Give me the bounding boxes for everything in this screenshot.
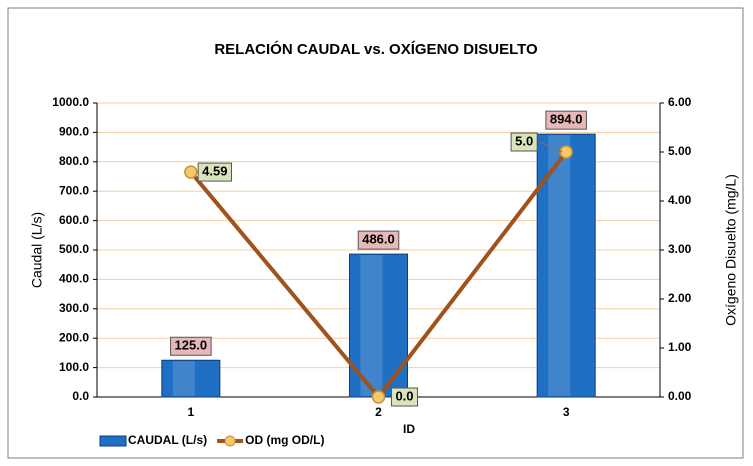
bar-shine bbox=[360, 255, 383, 396]
data-label-box bbox=[357, 230, 400, 250]
y-tick-label: 0.0 bbox=[72, 389, 89, 403]
data-label-box bbox=[170, 336, 212, 356]
y2-tick-label: 4.00 bbox=[668, 193, 692, 207]
y2-tick-label: 5.00 bbox=[668, 144, 692, 158]
y-tick-label: 900.0 bbox=[59, 125, 89, 139]
data-label: 894.0 bbox=[550, 112, 583, 127]
bar bbox=[161, 359, 221, 398]
y-tick-label: 1000.0 bbox=[52, 95, 89, 109]
y2-tick-label: 6.00 bbox=[668, 95, 692, 109]
x-tick-label: 3 bbox=[563, 405, 570, 419]
line-marker bbox=[559, 145, 573, 159]
legend-label: OD (mg OD/L) bbox=[245, 433, 324, 447]
leader-line bbox=[539, 141, 563, 153]
y2-tick-label: 0.00 bbox=[668, 389, 692, 403]
y2-tick-label: 3.00 bbox=[668, 242, 692, 256]
y-axis-title: Caudal (L/s) bbox=[29, 212, 45, 288]
y2-tick-label: 1.00 bbox=[668, 340, 692, 354]
x-axis-title: ID bbox=[403, 422, 415, 436]
y-tick-label: 300.0 bbox=[59, 301, 89, 315]
y-tick-label: 700.0 bbox=[59, 183, 89, 197]
y2-axis-title: Oxígeno Disuelto (mg/L) bbox=[723, 174, 739, 326]
legend-marker bbox=[224, 435, 236, 447]
line-marker bbox=[184, 165, 198, 179]
bar-shine bbox=[172, 361, 195, 396]
data-label-box bbox=[390, 387, 419, 407]
data-label: 5.0 bbox=[515, 133, 533, 148]
bar-shine bbox=[548, 135, 571, 396]
x-tick-label: 1 bbox=[187, 405, 194, 419]
data-label: 125.0 bbox=[175, 338, 208, 353]
y-tick-label: 200.0 bbox=[59, 330, 89, 344]
chart-title: RELACIÓN CAUDAL vs. OXÍGENO DISUELTO bbox=[214, 40, 538, 58]
y-tick-label: 500.0 bbox=[59, 242, 89, 256]
legend-label: CAUDAL (L/s) bbox=[128, 433, 207, 447]
y-tick-label: 100.0 bbox=[59, 360, 89, 374]
data-label-box bbox=[545, 110, 587, 130]
data-label: 0.0 bbox=[395, 388, 413, 403]
x-tick-label: 2 bbox=[375, 405, 382, 419]
y-tick-label: 600.0 bbox=[59, 213, 89, 227]
y-tick-label: 800.0 bbox=[59, 154, 89, 168]
legend-swatch bbox=[99, 435, 127, 447]
y-tick-label: 400.0 bbox=[59, 272, 89, 286]
data-label: 4.59 bbox=[202, 164, 227, 179]
data-label-box bbox=[510, 132, 538, 152]
y2-tick-label: 2.00 bbox=[668, 291, 692, 305]
data-label: 486.0 bbox=[362, 232, 395, 247]
line-marker bbox=[371, 390, 386, 404]
data-label-box bbox=[197, 162, 232, 182]
